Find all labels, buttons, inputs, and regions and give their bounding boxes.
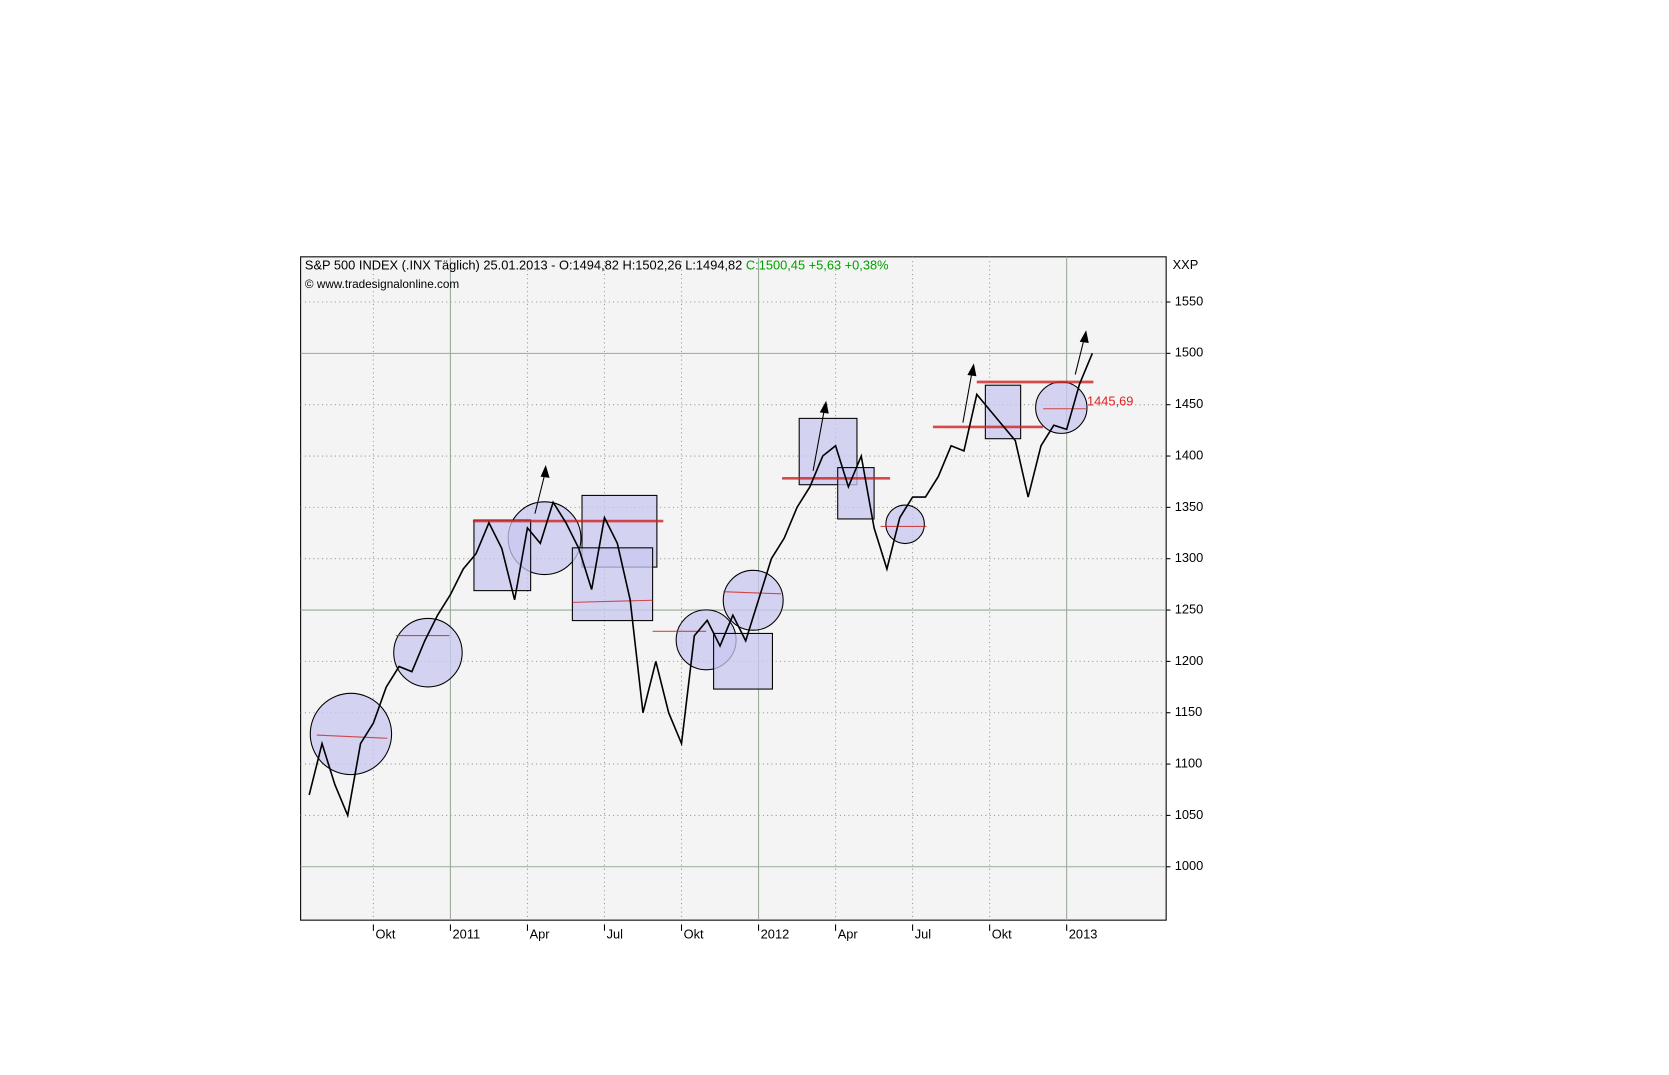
- chart-title: S&P 500 INDEX (.INX Täglich) 25.01.2013 …: [305, 258, 889, 273]
- y-tick-label: 1450: [1175, 396, 1204, 411]
- axis-label: XXP: [1173, 257, 1199, 272]
- annotations: [309, 381, 1088, 776]
- y-tick-label: 1350: [1175, 499, 1204, 514]
- x-tick-label: Apr: [838, 927, 859, 942]
- y-tick-label: 1250: [1175, 601, 1204, 616]
- resistance-lines: [316, 380, 1094, 739]
- y-tick-label: 1550: [1175, 293, 1204, 308]
- x-tick-label: 2012: [761, 927, 790, 942]
- y-tick-label: 1500: [1175, 345, 1204, 360]
- pattern-circle: [885, 504, 925, 545]
- trend-arrow: [962, 369, 974, 423]
- x-tick-label: 2013: [1069, 927, 1098, 942]
- pattern-box: [713, 632, 773, 690]
- arrow-head: [967, 363, 977, 377]
- price-series: [308, 353, 1094, 819]
- pattern-circle: [722, 569, 784, 631]
- price-label: 1445,69: [1087, 394, 1133, 409]
- y-tick-label: 1300: [1175, 550, 1204, 565]
- source: © www.tradesignalonline.com: [305, 278, 460, 291]
- pattern-circle: [309, 692, 393, 776]
- trend-arrow: [812, 406, 826, 471]
- x-tick-label: Jul: [607, 927, 623, 942]
- x-tick-label: Okt: [376, 927, 396, 942]
- trend-arrow: [1074, 335, 1086, 375]
- resistance-line: [572, 599, 653, 603]
- arrow-head: [819, 400, 829, 414]
- resistance-line: [723, 591, 782, 595]
- pattern-circle: [1035, 381, 1088, 434]
- arrows: [534, 330, 1089, 514]
- price-line: [308, 353, 1094, 819]
- arrow-head: [540, 464, 550, 478]
- resistance-line: [316, 734, 388, 739]
- trend-arrow: [534, 470, 547, 514]
- header-change: C:1500,45 +5,63 +0,38%: [746, 258, 889, 273]
- y-tick-label: 1050: [1175, 807, 1204, 822]
- y-tick-label: 1000: [1175, 858, 1204, 873]
- x-tick-label: Apr: [530, 927, 551, 942]
- pattern-circle: [393, 617, 463, 688]
- x-tick-label: 2011: [453, 927, 481, 942]
- y-tick-label: 1100: [1175, 755, 1203, 770]
- y-tick-label: 1150: [1175, 704, 1203, 719]
- x-tick-label: Okt: [992, 927, 1012, 942]
- arrow-head: [1079, 330, 1089, 344]
- x-tick-label: Jul: [915, 927, 931, 942]
- y-tick-label: 1400: [1175, 447, 1204, 462]
- pattern-box: [571, 547, 654, 622]
- x-tick-label: Okt: [684, 927, 704, 942]
- y-tick-label: 1200: [1175, 653, 1204, 668]
- header-text: S&P 500 INDEX (.INX Täglich) 25.01.2013 …: [305, 258, 742, 273]
